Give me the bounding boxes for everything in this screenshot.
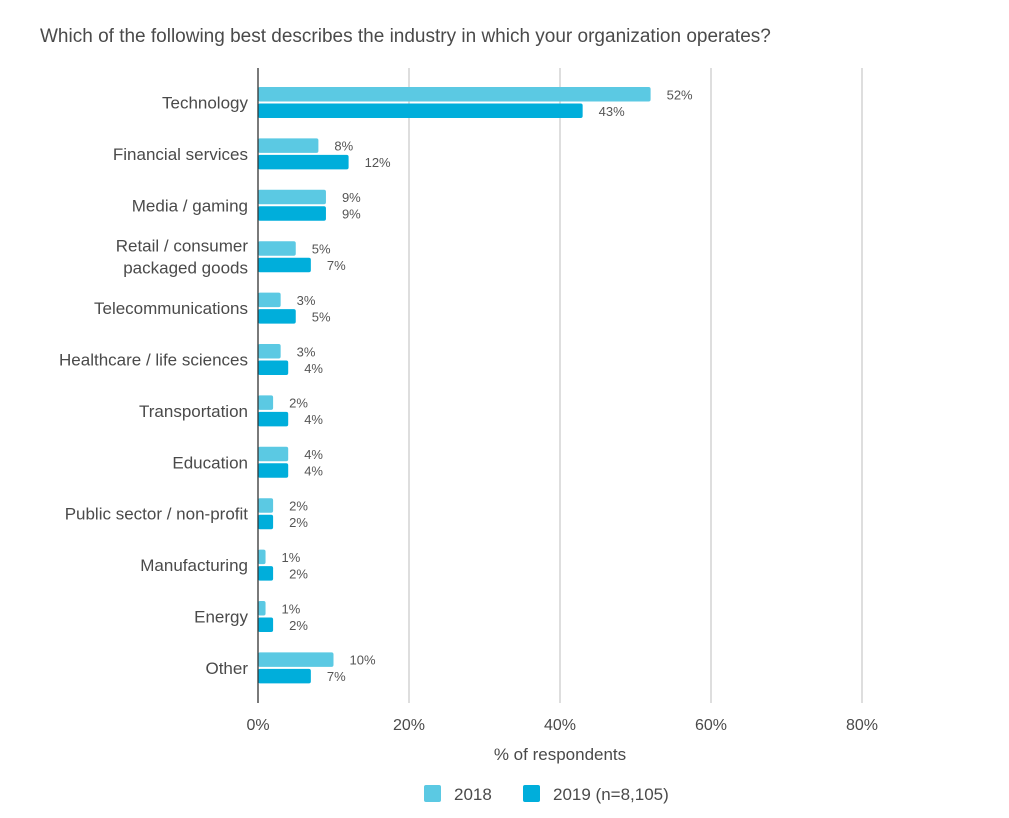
category-label: Technology (162, 94, 249, 113)
bar-2018 (258, 446, 289, 462)
data-label: 3% (297, 293, 316, 308)
x-tick-label: 20% (393, 717, 425, 734)
legend: 2018 2019 (n=8,105) (424, 785, 669, 804)
data-label: 4% (304, 361, 323, 376)
x-tick-labels: 0% 20% 40% 60% 80% (246, 717, 878, 734)
data-label: 7% (327, 669, 346, 684)
bars (258, 87, 651, 684)
legend-swatch-2019 (523, 785, 540, 802)
x-tick-label: 0% (246, 717, 269, 734)
bar-2019 (258, 206, 326, 221)
data-labels: 52%43%8%12%9%9%5%7%3%5%3%4%2%4%4%4%2%2%1… (282, 87, 694, 684)
x-tick-label: 60% (695, 717, 727, 734)
bar-2019 (258, 514, 274, 530)
category-label: Public sector / non-profit (65, 505, 249, 524)
bar-2019 (258, 411, 289, 427)
data-label: 4% (304, 464, 323, 479)
x-axis-title: % of respondents (494, 745, 626, 764)
data-label: 4% (304, 412, 323, 427)
bar-2019 (258, 566, 274, 581)
data-label: 10% (350, 653, 376, 668)
bar-2018 (258, 292, 281, 308)
data-label: 2% (289, 498, 308, 513)
bar-2019 (258, 668, 311, 684)
data-label: 1% (282, 550, 301, 565)
data-label: 8% (334, 139, 353, 154)
bar-2019 (258, 360, 289, 375)
category-labels: Technology Financial services Media / gami… (59, 94, 248, 678)
data-label: 3% (297, 344, 316, 359)
bar-2018 (258, 652, 334, 667)
x-tick-label: 40% (544, 717, 576, 734)
bar-2018 (258, 241, 296, 256)
category-label: Media / gaming (132, 196, 248, 215)
bar-2019 (258, 617, 274, 632)
data-label: 2% (289, 618, 308, 633)
gridlines (408, 68, 863, 703)
x-tick-label: 80% (846, 717, 878, 734)
bar-2018 (258, 138, 319, 153)
legend-swatch-2018 (424, 785, 441, 802)
data-label: 5% (312, 241, 331, 256)
bar-2018 (258, 549, 266, 565)
legend-label-2019: 2019 (n=8,105) (553, 785, 669, 804)
bar-2019 (258, 257, 311, 273)
bar-2019 (258, 154, 349, 170)
data-label: 7% (327, 258, 346, 273)
data-label: 4% (304, 447, 323, 462)
category-label: Telecommunications (94, 299, 248, 318)
data-label: 2% (289, 515, 308, 530)
data-label: 52% (667, 87, 693, 102)
category-label: Healthcare / life sciences (59, 351, 248, 370)
bar-2019 (258, 309, 296, 324)
bar-2019 (258, 103, 583, 118)
category-label: Education (172, 453, 248, 472)
bar-2019 (258, 463, 289, 478)
data-label: 9% (342, 190, 361, 205)
data-label: 5% (312, 309, 331, 324)
category-label: Transportation (139, 402, 248, 421)
chart-title: Which of the following best describes th… (40, 26, 771, 47)
data-label: 12% (365, 155, 391, 170)
bar-2018 (258, 189, 326, 205)
category-label: Financial services (113, 145, 248, 164)
bar-2018 (258, 87, 651, 102)
category-label: Retail / consumer (116, 237, 249, 256)
bar-2018 (258, 344, 281, 359)
category-label: packaged goods (123, 259, 248, 278)
category-label: Manufacturing (140, 556, 248, 575)
bar-2018 (258, 601, 266, 616)
category-label: Other (205, 659, 248, 678)
data-label: 1% (282, 601, 301, 616)
bar-2018 (258, 498, 274, 513)
data-label: 43% (599, 104, 625, 119)
bar-2018 (258, 395, 274, 410)
data-label: 2% (289, 396, 308, 411)
category-label: Energy (194, 608, 248, 627)
data-label: 2% (289, 566, 308, 581)
data-label: 9% (342, 207, 361, 222)
legend-label-2018: 2018 (454, 785, 492, 804)
